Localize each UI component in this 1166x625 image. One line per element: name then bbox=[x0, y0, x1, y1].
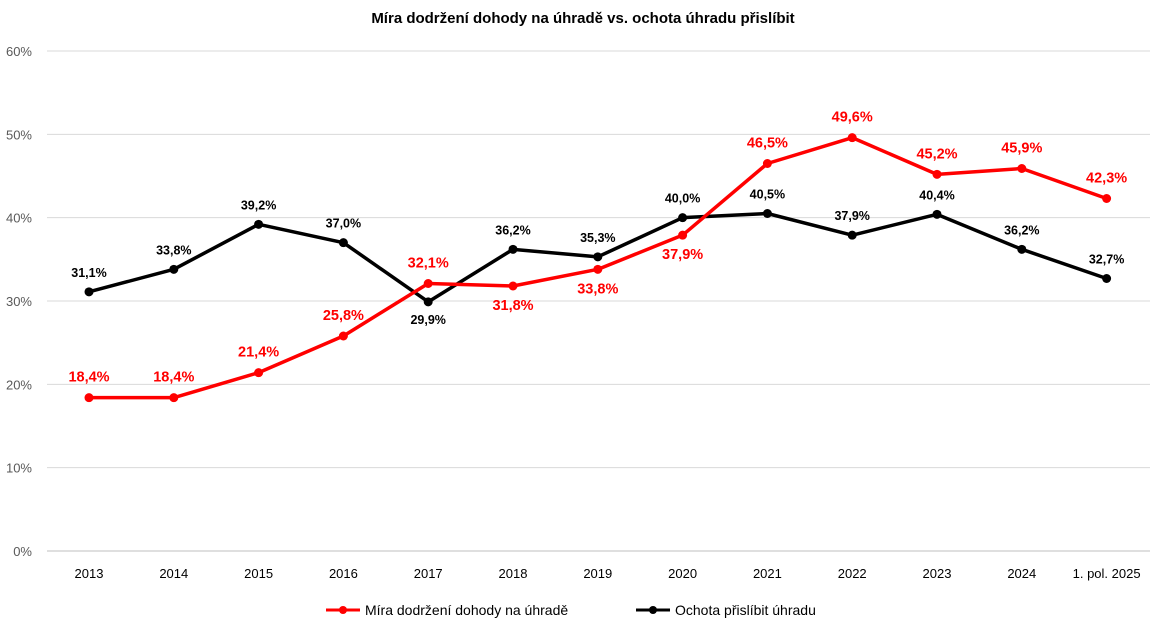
data-label: 45,9% bbox=[1001, 141, 1042, 157]
x-tick-label: 2023 bbox=[923, 566, 952, 581]
data-label: 21,4% bbox=[238, 345, 279, 361]
data-point bbox=[254, 368, 264, 378]
legend-label-ochota: Ochota přislíbit úhradu bbox=[675, 602, 816, 618]
data-point bbox=[1102, 194, 1112, 203]
data-label: 18,4% bbox=[153, 370, 194, 386]
x-tick-label: 2024 bbox=[1007, 566, 1036, 581]
x-tick-label: 2022 bbox=[838, 566, 867, 581]
x-tick-label: 2016 bbox=[329, 566, 358, 581]
data-point bbox=[932, 209, 942, 219]
data-label: 29,9% bbox=[410, 313, 445, 327]
data-label: 37,9% bbox=[834, 209, 869, 223]
y-tick-label: 60% bbox=[6, 44, 32, 59]
x-tick-label: 2018 bbox=[499, 566, 528, 581]
data-label: 31,8% bbox=[492, 298, 533, 314]
data-label: 36,2% bbox=[1004, 223, 1039, 237]
data-point bbox=[678, 213, 688, 223]
data-label: 35,3% bbox=[580, 231, 615, 245]
x-tick-label: 2020 bbox=[668, 566, 697, 581]
data-label: 33,8% bbox=[577, 281, 618, 297]
data-label: 46,5% bbox=[747, 136, 788, 152]
data-label: 49,6% bbox=[832, 110, 873, 126]
data-point bbox=[593, 252, 603, 262]
x-tick-label: 2021 bbox=[753, 566, 782, 581]
data-point bbox=[338, 331, 348, 341]
chart-title: Míra dodržení dohody na úhradě vs. ochot… bbox=[371, 10, 794, 27]
x-tick-label: 2017 bbox=[414, 566, 443, 581]
legend-swatch-marker-red bbox=[339, 606, 347, 614]
data-point bbox=[762, 159, 772, 168]
data-point bbox=[169, 264, 179, 274]
data-label: 36,2% bbox=[495, 223, 530, 237]
data-point bbox=[84, 393, 94, 403]
data-label: 25,8% bbox=[323, 308, 364, 324]
data-point bbox=[678, 230, 688, 240]
x-tick-label: 2015 bbox=[244, 566, 273, 581]
x-tick-label: 2014 bbox=[159, 566, 188, 581]
gridlines bbox=[47, 50, 1150, 552]
data-label: 32,1% bbox=[408, 256, 449, 272]
data-label: 40,0% bbox=[665, 192, 700, 206]
y-tick-label: 40% bbox=[6, 211, 32, 226]
data-point bbox=[847, 133, 857, 143]
legend-label-mira: Míra dodržení dohody na úhradě bbox=[365, 602, 568, 618]
data-label: 37,0% bbox=[326, 217, 361, 231]
data-point bbox=[84, 287, 94, 297]
data-label: 32,7% bbox=[1089, 253, 1124, 267]
legend: Míra dodržení dohody na úhradě Ochota př… bbox=[326, 602, 816, 618]
data-point bbox=[932, 169, 942, 179]
data-label: 18,4% bbox=[68, 370, 109, 386]
data-point bbox=[1017, 244, 1027, 254]
data-label: 45,2% bbox=[916, 146, 957, 162]
series-group: 31,1% 33,8% 39,2% 37,0% 29,9% 36,2% 35,3% 40,0%… bbox=[68, 110, 1127, 403]
y-tick-label: 10% bbox=[6, 461, 32, 476]
data-point bbox=[423, 279, 433, 288]
data-point bbox=[593, 264, 603, 274]
data-label: 31,1% bbox=[71, 266, 106, 280]
y-tick-label: 20% bbox=[6, 377, 32, 392]
data-point bbox=[1102, 274, 1112, 283]
data-label: 42,3% bbox=[1086, 171, 1127, 187]
x-axis-ticks: 2013 2014 2015 2016 2017 2018 2019 2020 2021 2022… bbox=[75, 566, 1141, 581]
data-label: 40,4% bbox=[919, 188, 954, 202]
legend-swatch-marker-black bbox=[649, 606, 657, 614]
data-label: 33,8% bbox=[156, 243, 191, 257]
data-point bbox=[254, 219, 264, 229]
data-label: 40,5% bbox=[750, 188, 785, 202]
data-label: 39,2% bbox=[241, 198, 276, 212]
data-point bbox=[338, 238, 348, 248]
data-point bbox=[423, 297, 433, 307]
data-point bbox=[508, 244, 518, 254]
data-point bbox=[847, 230, 857, 240]
x-tick-label: 2019 bbox=[583, 566, 612, 581]
y-tick-label: 50% bbox=[6, 127, 32, 142]
y-axis-ticks: 0% 10% 20% 30% 40% 50% 60% bbox=[6, 44, 32, 559]
data-point bbox=[508, 281, 518, 291]
data-point bbox=[762, 209, 772, 218]
data-point bbox=[169, 393, 179, 403]
y-tick-label: 0% bbox=[13, 544, 32, 559]
x-tick-label: 1. pol. 2025 bbox=[1073, 566, 1141, 581]
y-tick-label: 30% bbox=[6, 294, 32, 309]
data-point bbox=[1017, 164, 1027, 173]
x-tick-label: 2013 bbox=[75, 566, 104, 581]
data-label: 37,9% bbox=[662, 247, 703, 263]
